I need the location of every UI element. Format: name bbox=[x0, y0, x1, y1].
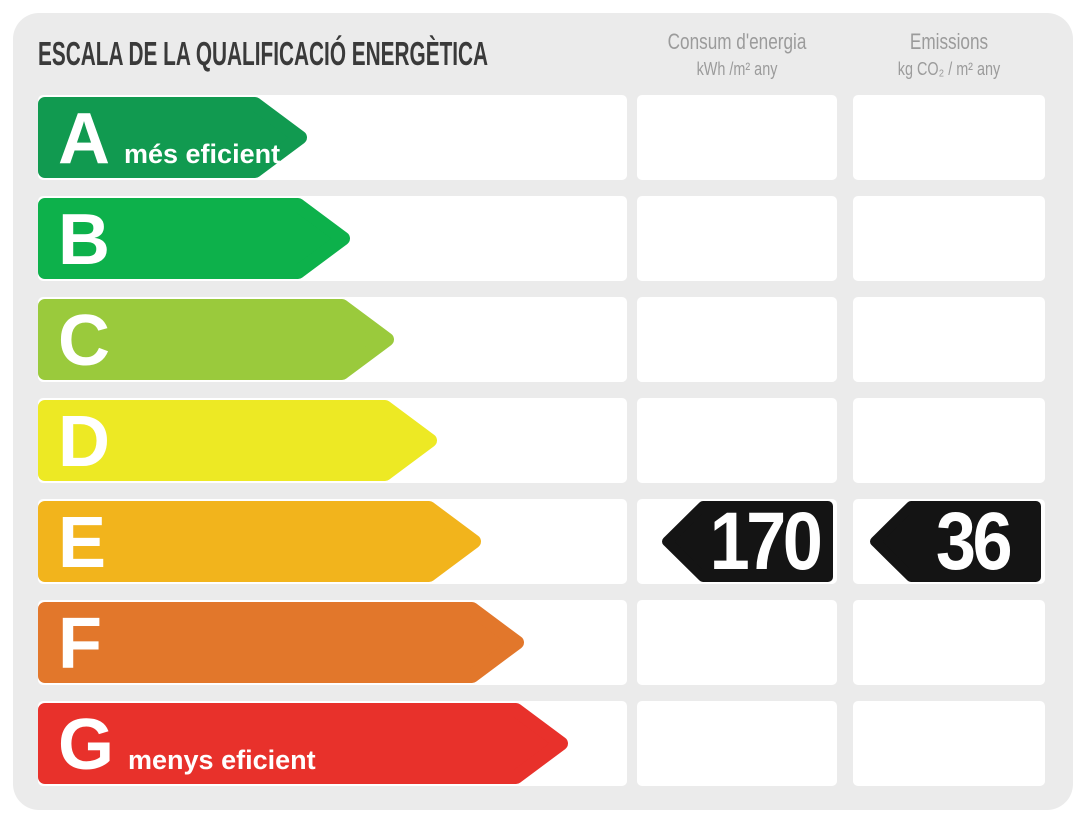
consum-label: Consum d'energia bbox=[667, 29, 807, 54]
rating-arrow-d: D bbox=[38, 400, 437, 482]
emissions-cell-c bbox=[853, 297, 1045, 382]
grade-letter-e: E bbox=[58, 503, 107, 583]
consum-unit: kWh /m² any bbox=[696, 58, 778, 79]
rating-arrow-c: C bbox=[38, 299, 394, 381]
rating-arrow-a: A més eficient bbox=[38, 97, 307, 179]
grade-letter-c: C bbox=[58, 301, 110, 381]
column-header-emissions: Emissions kg CO₂ / m² any bbox=[853, 28, 1045, 80]
least-efficient-note: menys eficient bbox=[128, 745, 316, 775]
grade-letter-d: D bbox=[58, 402, 110, 482]
rating-row-d: D bbox=[38, 398, 1073, 483]
emissions-cell-e: 36 bbox=[853, 496, 1045, 587]
energy-rating-panel: ESCALA DE LA QUALIFICACIÓ ENERGÈTICA Con… bbox=[13, 13, 1073, 810]
consum-cell-e: 170 bbox=[637, 496, 837, 587]
rating-track-b: B bbox=[38, 196, 627, 281]
rating-track-d: D bbox=[38, 398, 627, 483]
emissions-cell-a bbox=[853, 95, 1045, 180]
emissions-value: 36 bbox=[935, 496, 1013, 587]
consum-value-marker: 170 bbox=[662, 496, 833, 587]
rating-track-e: E bbox=[38, 499, 627, 584]
rating-row-g: G menys eficient bbox=[38, 701, 1073, 786]
consum-value: 170 bbox=[709, 496, 823, 587]
emissions-cell-f bbox=[853, 600, 1045, 685]
rating-arrow-e: E bbox=[38, 501, 481, 583]
rating-row-f: F bbox=[38, 600, 1073, 685]
rating-arrow-f: F bbox=[38, 602, 524, 684]
consum-cell-b bbox=[637, 196, 837, 281]
rating-track-c: C bbox=[38, 297, 627, 382]
emissions-unit: kg CO₂ / m² any bbox=[897, 58, 1001, 79]
header: ESCALA DE LA QUALIFICACIÓ ENERGÈTICA Con… bbox=[38, 13, 1073, 95]
emissions-cell-d bbox=[853, 398, 1045, 483]
rating-track-f: F bbox=[38, 600, 627, 685]
emissions-cell-b bbox=[853, 196, 1045, 281]
consum-cell-g bbox=[637, 701, 837, 786]
grade-letter-f: F bbox=[58, 604, 102, 684]
rating-row-c: C bbox=[38, 297, 1073, 382]
emissions-cell-g bbox=[853, 701, 1045, 786]
rating-row-b: B bbox=[38, 196, 1073, 281]
emissions-label: Emissions bbox=[909, 29, 989, 54]
rating-track-g: G menys eficient bbox=[38, 701, 627, 786]
grade-letter-g: G bbox=[58, 705, 115, 785]
rating-arrow-b: B bbox=[38, 198, 350, 280]
consum-cell-d bbox=[637, 398, 837, 483]
grade-letter-a: A bbox=[58, 99, 110, 179]
column-header-consum: Consum d'energia kWh /m² any bbox=[637, 28, 837, 80]
rating-row-a: A més eficient bbox=[38, 95, 1073, 180]
page-title: ESCALA DE LA QUALIFICACIÓ ENERGÈTICA bbox=[38, 35, 489, 72]
consum-cell-c bbox=[637, 297, 837, 382]
consum-cell-a bbox=[637, 95, 837, 180]
rating-row-e: E 170 36 bbox=[38, 496, 1073, 587]
most-efficient-note: més eficient bbox=[124, 139, 281, 169]
grade-letter-b: B bbox=[58, 200, 110, 280]
rating-arrow-g: G menys eficient bbox=[38, 703, 568, 785]
rating-track-a: A més eficient bbox=[38, 95, 627, 180]
consum-cell-f bbox=[637, 600, 837, 685]
emissions-value-marker: 36 bbox=[870, 496, 1041, 587]
